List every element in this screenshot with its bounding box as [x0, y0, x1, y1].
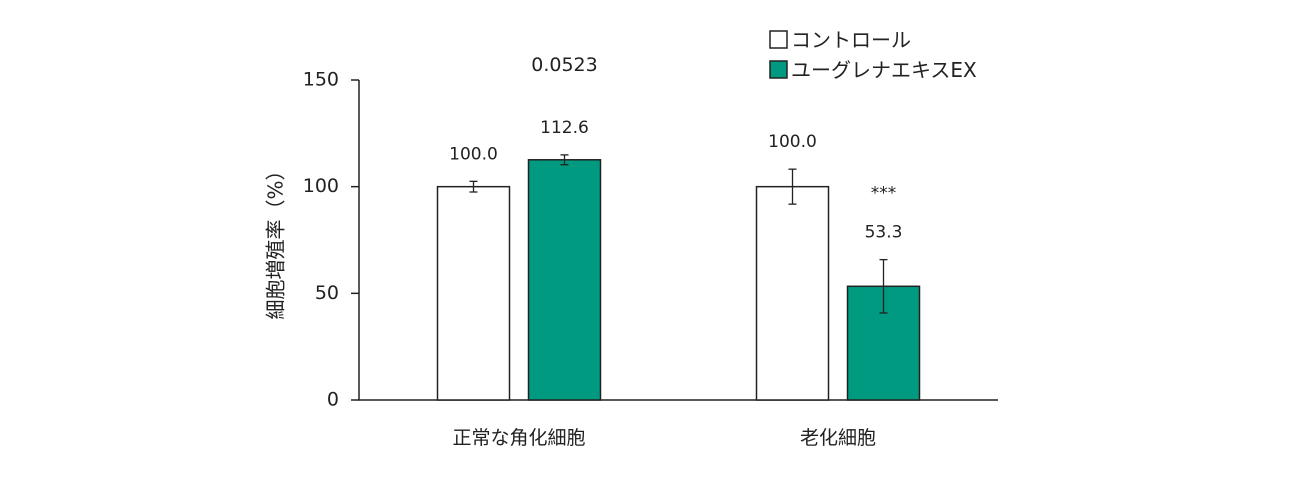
legend: コントロール ユーグレナエキスEX	[769, 28, 977, 82]
value-label: 53.3	[865, 223, 903, 243]
legend-swatch-control	[769, 30, 788, 49]
value-label: 100.0	[768, 132, 817, 152]
y-axis-label: 細胞増殖率（%）	[264, 160, 288, 319]
annotations: 0.0523 ***	[531, 54, 896, 204]
legend-label-control: コントロール	[791, 28, 911, 52]
category-label: 正常な角化細胞	[452, 427, 585, 449]
value-label: 112.6	[540, 118, 589, 138]
significance-annotation: ***	[871, 184, 897, 204]
bar	[436, 185, 511, 401]
category-labels: 正常な角化細胞 老化細胞	[452, 427, 876, 449]
significance-annotation: 0.0523	[531, 54, 597, 76]
bar	[755, 185, 830, 401]
bars: 100.0 112.6 100.0 53.3	[436, 118, 921, 401]
y-tick-label: 100	[303, 175, 339, 197]
y-ticks: 0 50 100 150	[303, 69, 359, 411]
legend-label-euglena: ユーグレナエキスEX	[791, 58, 977, 82]
y-tick-label: 150	[303, 69, 339, 91]
y-tick-label: 50	[315, 282, 339, 304]
bar	[527, 159, 602, 401]
y-tick-label: 0	[327, 389, 339, 411]
legend-swatch-euglena	[769, 60, 788, 79]
value-label: 100.0	[449, 144, 498, 164]
category-label: 老化細胞	[800, 427, 876, 449]
